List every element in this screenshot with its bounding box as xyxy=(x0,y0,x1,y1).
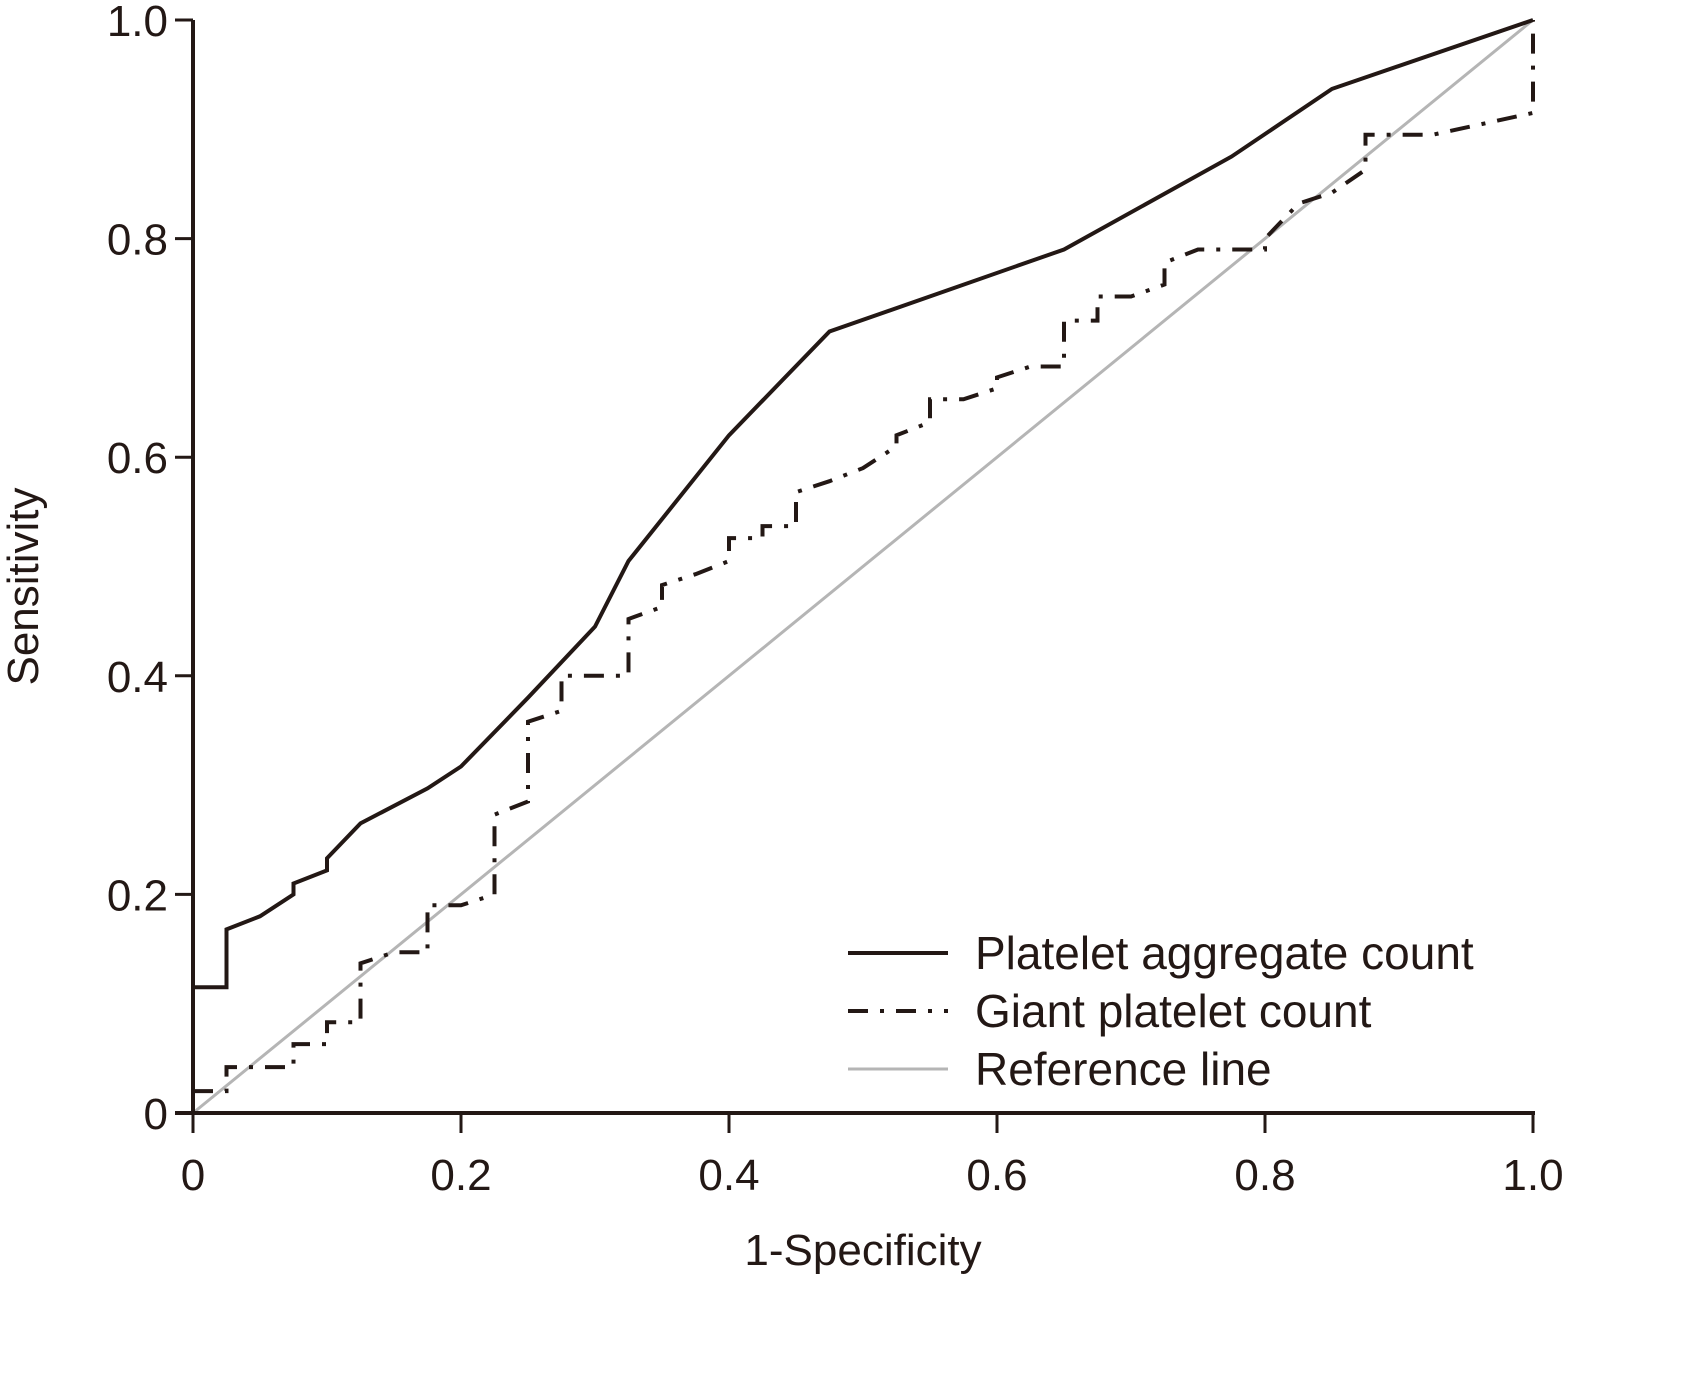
legend: Platelet aggregate count Giant platelet c… xyxy=(848,927,1474,1095)
y-tick-label: 1.0 xyxy=(107,0,168,46)
x-tick-label: 0.4 xyxy=(698,1151,759,1200)
series-line-platelet-aggregate-count xyxy=(193,18,1534,990)
x-tick-label: 0.6 xyxy=(966,1151,1027,1200)
legend-label: Reference line xyxy=(975,1043,1272,1095)
legend-label: Platelet aggregate count xyxy=(975,927,1474,979)
y-ticks: 0 0.2 0.4 0.6 0.8 1.0 xyxy=(107,0,193,1139)
plot-lines xyxy=(192,18,1535,1115)
x-tick-label: 0.2 xyxy=(430,1151,491,1200)
y-tick-label: 0.8 xyxy=(107,216,168,265)
y-tick-label: 0.6 xyxy=(107,434,168,483)
x-tick-label: 0 xyxy=(181,1151,205,1200)
y-tick-label: 0.4 xyxy=(107,653,168,702)
legend-label: Giant platelet count xyxy=(975,985,1372,1037)
x-tick-label: 1.0 xyxy=(1502,1151,1563,1200)
y-tick-label: 0.2 xyxy=(107,871,168,920)
series-line-giant-platelet-count xyxy=(193,20,1535,1094)
x-tick-label: 0.8 xyxy=(1234,1151,1295,1200)
y-tick-label: 0 xyxy=(144,1090,168,1139)
x-axis-title: 1-Specificity xyxy=(744,1226,981,1275)
series-line-reference-line xyxy=(192,18,1534,1115)
y-axis-title: Sensitivity xyxy=(0,487,48,685)
x-ticks: 0 0.2 0.4 0.6 0.8 1.0 xyxy=(181,1113,1564,1200)
axes: 0 0.2 0.4 0.6 0.8 1.0 0 0.2 0.4 0.6 0.8 1.0 xyxy=(107,0,1564,1200)
